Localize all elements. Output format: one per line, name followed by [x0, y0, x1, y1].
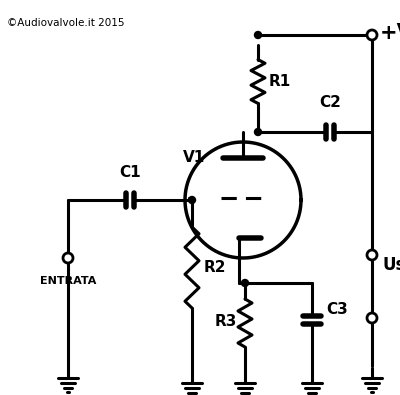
- Circle shape: [367, 30, 377, 40]
- Text: C1: C1: [119, 165, 141, 180]
- Text: Uscita: Uscita: [382, 256, 400, 274]
- Text: C2: C2: [319, 95, 341, 110]
- Circle shape: [188, 196, 196, 203]
- Circle shape: [367, 250, 377, 260]
- Text: R1: R1: [269, 73, 291, 88]
- Text: R3: R3: [215, 314, 237, 329]
- Circle shape: [367, 313, 377, 323]
- Circle shape: [254, 128, 262, 135]
- Circle shape: [63, 253, 73, 263]
- Text: R2: R2: [204, 260, 226, 275]
- Text: C3: C3: [326, 303, 348, 318]
- Circle shape: [242, 280, 248, 286]
- Circle shape: [254, 32, 262, 38]
- Text: V1: V1: [183, 150, 205, 166]
- Text: ENTRATA: ENTRATA: [40, 276, 96, 286]
- Text: +Vcc: +Vcc: [380, 23, 400, 43]
- Text: ©Audiovalvole.it 2015: ©Audiovalvole.it 2015: [7, 18, 124, 28]
